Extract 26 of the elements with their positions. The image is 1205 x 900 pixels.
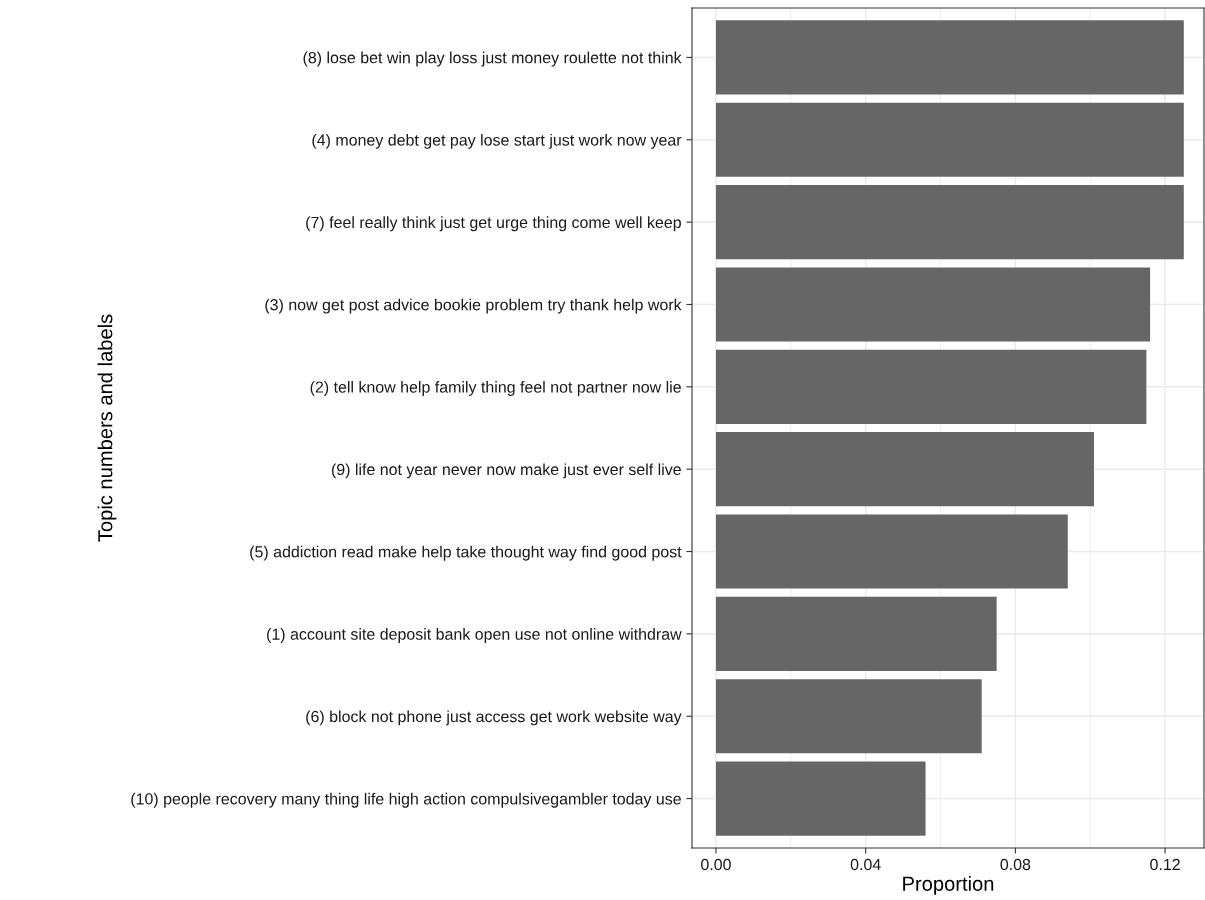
x-tick-label: 0.04: [850, 858, 881, 871]
bar: [715, 679, 982, 754]
bar: [715, 102, 1184, 177]
bar: [715, 267, 1151, 342]
bar: [715, 596, 997, 671]
x-tick-label: 0.08: [1000, 858, 1031, 871]
y-tick-label: (5) addiction read make help take thought way find good post: [250, 545, 682, 561]
y-tick-label: (6) block not phone just access get work website way: [306, 710, 682, 726]
y-tick-label: (10) people recovery many thing life high action compulsivegambler today use: [131, 792, 681, 808]
x-axis-title: Proportion: [903, 876, 994, 895]
bar: [715, 349, 1147, 424]
y-tick-label: (2) tell know help family thing feel not partner now lie: [310, 381, 681, 396]
bar: [715, 185, 1184, 260]
y-tick-label: (9) life not year never now make just ever self live: [331, 463, 681, 479]
x-tick-label: 0.00: [701, 858, 731, 871]
y-tick-label: (8) lose bet win play loss just money roulette not think: [303, 51, 682, 67]
bar: [715, 761, 926, 836]
y-tick-label: (7) feel really think just get urge thing come well keep: [306, 216, 681, 232]
bar: [715, 514, 1068, 589]
bar: [715, 432, 1094, 507]
y-tick-label: (3) now get post advice bookie problem try thank help work: [265, 298, 682, 314]
x-tick-label: 0.12: [1150, 858, 1180, 871]
bar: [715, 20, 1184, 95]
y-axis-title: Topic numbers and labels: [97, 314, 117, 542]
y-tick-label: (1) account site deposit bank open use not online withdraw: [267, 628, 682, 643]
y-tick-label: (4) money debt get pay lose start just work now year: [312, 133, 682, 149]
